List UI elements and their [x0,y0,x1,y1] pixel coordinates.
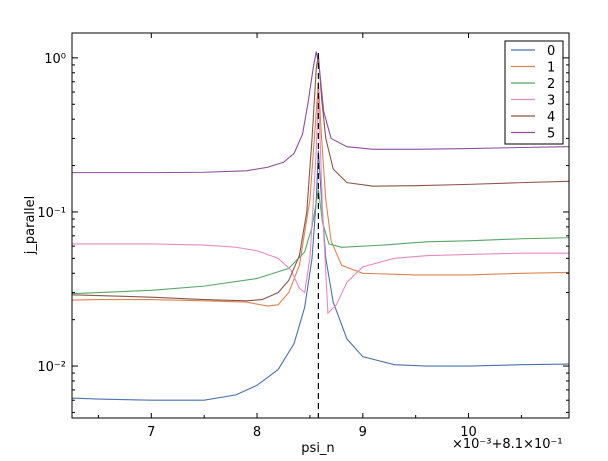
y-tick-label: 10⁻¹ [37,206,66,221]
series-line-1 [72,81,569,307]
legend-label-1: 1 [547,61,555,76]
x-tick-label: 9 [359,425,367,440]
x-axis-label: psi_n [301,441,334,456]
x-tick-label: 10 [460,425,477,440]
x-offset-label: ×10⁻³+8.1×10⁻¹ [452,437,563,452]
plot-frame [71,32,570,419]
legend-label-3: 3 [547,94,555,109]
legend-box [504,40,564,145]
legend-label-2: 2 [547,77,555,92]
series-line-5 [72,51,569,174]
series-line-2 [72,189,569,295]
legend-label-0: 0 [547,44,555,59]
y-tick-label: 10⁰ [44,52,66,67]
series-line-0 [72,150,569,401]
legend: 0 12 34 5 [504,40,564,145]
x-tick-label: 8 [253,425,261,440]
x-tick-label: 7 [147,425,155,440]
series-line-3 [72,92,569,315]
legend-label-5: 5 [547,127,555,142]
y-axis-label: j_parallel [23,196,38,255]
series-layer [72,51,569,401]
series-line-4 [72,54,569,302]
y-tick-label: 10⁻² [37,360,66,375]
legend-label-4: 4 [547,110,555,125]
